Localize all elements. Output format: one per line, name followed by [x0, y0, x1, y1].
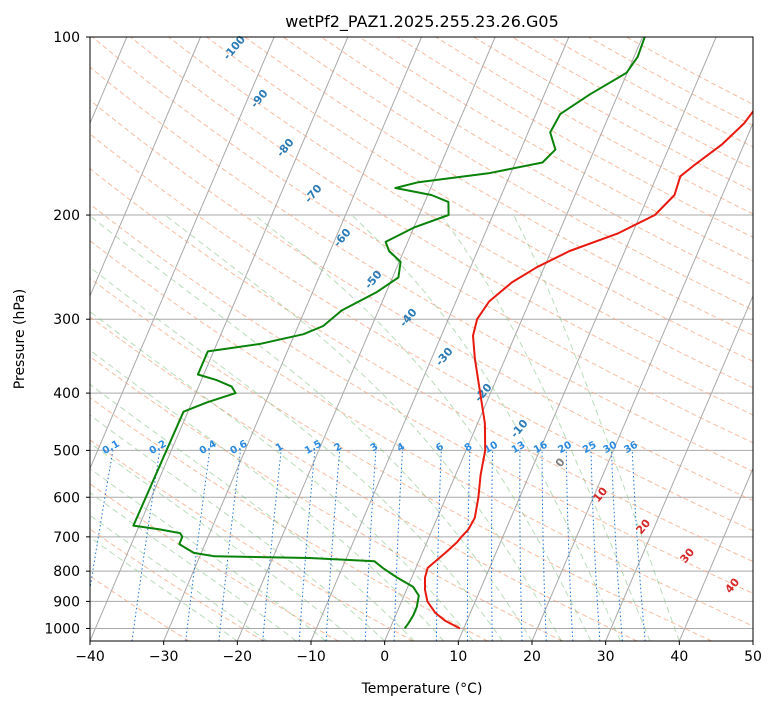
x-axis-label: Temperature (°C) — [361, 681, 483, 697]
moist-adiabat — [90, 442, 356, 641]
dry-adiabat — [90, 277, 712, 641]
moist-adiabat — [90, 514, 268, 641]
dry-adiabat — [90, 483, 339, 641]
x-tick-label: 50 — [744, 649, 762, 665]
isotherm-line — [678, 467, 753, 641]
isotherm-line — [457, 37, 717, 641]
moist-adiabat — [90, 467, 327, 641]
mixing-ratio-line — [90, 450, 114, 592]
dry-adiabat — [90, 528, 264, 641]
plot-frame — [89, 36, 754, 642]
mixing-ratio-line — [185, 450, 211, 641]
sounding-profiles — [132, 37, 753, 630]
y-tick-label: 800 — [53, 564, 80, 580]
y-tick-label: 900 — [53, 594, 80, 610]
x-tick-label: −10 — [296, 649, 326, 665]
moist-adiabat — [90, 266, 503, 641]
moist-adiabat — [90, 310, 474, 641]
mixing-ratio-label: 1 — [274, 441, 286, 454]
moist-adiabat — [513, 214, 680, 641]
x-tick-label: 10 — [449, 649, 467, 665]
moist-adiabat — [90, 491, 297, 641]
isotherm-line — [310, 37, 570, 641]
y-tick-label: 400 — [53, 386, 80, 402]
mixing-ratio-line — [218, 450, 241, 641]
y-tick-label: 1000 — [44, 621, 80, 637]
isotherm-line — [90, 37, 275, 470]
isotherm-line — [384, 37, 643, 641]
x-tick-label: −20 — [223, 649, 253, 665]
x-tick-label: −40 — [75, 649, 105, 665]
dry-adiabat — [90, 133, 753, 532]
x-tick-label: 30 — [597, 649, 615, 665]
isotherm-line — [605, 294, 753, 641]
mixing-ratio-line — [262, 450, 282, 641]
x-tick-label: −30 — [149, 649, 179, 665]
isotherm-line — [90, 37, 201, 298]
x-tick-label: 40 — [670, 649, 688, 665]
dry-adiabat — [90, 316, 638, 641]
y-tick-label: 600 — [53, 490, 80, 506]
y-tick-label: 100 — [53, 30, 80, 46]
isotherm-line — [236, 37, 496, 641]
temperature-line — [424, 109, 753, 630]
mixing-ratio-label: 3 — [369, 441, 381, 454]
mixing-ratio-label: 6 — [434, 441, 446, 454]
dry-adiabat — [206, 37, 753, 362]
dry-adiabat — [90, 356, 563, 641]
dry-adiabat — [90, 240, 753, 627]
background-lines — [90, 37, 753, 641]
moist-adiabat — [90, 536, 238, 641]
dry-adiabat — [90, 168, 753, 563]
y-axis-label: Pressure (hPa) — [12, 289, 28, 389]
y-tick-label: 500 — [53, 443, 80, 459]
moist-adiabat — [90, 414, 386, 641]
dry-adiabat — [244, 37, 753, 336]
dry-adiabat — [90, 397, 488, 641]
dry-adiabat — [130, 37, 753, 416]
mixing-ratio-label: 8 — [463, 441, 475, 454]
dry-adiabat — [90, 203, 753, 594]
x-axis: −40 −30 −20 −10 0 10 20 30 40 50 — [75, 641, 762, 665]
y-tick-label: 200 — [53, 208, 80, 224]
isotherm-line — [163, 37, 422, 641]
moist-adiabat — [90, 215, 533, 641]
moist-adiabat — [90, 383, 415, 641]
dewpoint-line — [132, 37, 646, 630]
moist-adiabat — [90, 349, 444, 641]
mixing-ratio-label: 2 — [332, 441, 344, 454]
mixing-ratio-line — [131, 450, 161, 641]
x-tick-label: 0 — [380, 649, 389, 665]
chart-title: wetPf2_PAZ1.2025.255.23.26.G05 — [285, 12, 559, 32]
moist-adiabat — [164, 214, 562, 641]
isotherm-line — [90, 37, 349, 641]
y-axis: 100 200 300 400 500 600 700 800 900 1000 — [44, 30, 90, 637]
y-tick-label: 700 — [53, 530, 80, 546]
dry-adiabat — [168, 37, 753, 389]
x-tick-label: 20 — [523, 649, 541, 665]
moist-adiabat — [440, 214, 651, 641]
isotherm-line — [531, 122, 753, 641]
y-tick-label: 300 — [53, 312, 80, 328]
mixing-ratio-label: 4 — [395, 441, 407, 454]
moist-adiabat — [351, 214, 621, 641]
dry-adiabat — [90, 99, 753, 502]
